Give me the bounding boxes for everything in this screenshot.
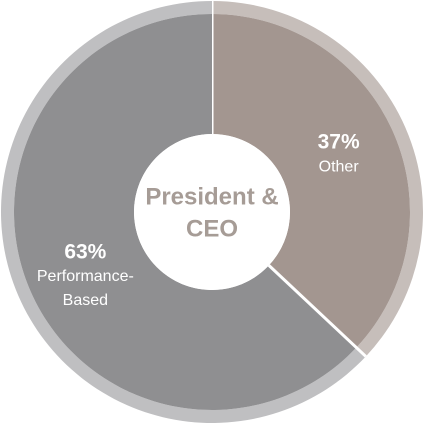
donut-segment <box>212 14 410 348</box>
value-label: 37% <box>318 131 360 154</box>
category-label: Other <box>319 158 360 175</box>
center-label: President & <box>145 183 278 210</box>
category-label: Performance-Based <box>37 268 134 309</box>
donut-ring <box>212 1 423 357</box>
value-label: 63% <box>64 240 106 263</box>
divider <box>267 264 367 358</box>
center-label: CEO <box>186 215 238 242</box>
donut-segment <box>13 14 357 410</box>
donut-hole <box>134 134 290 290</box>
donut-ring <box>1 1 366 423</box>
